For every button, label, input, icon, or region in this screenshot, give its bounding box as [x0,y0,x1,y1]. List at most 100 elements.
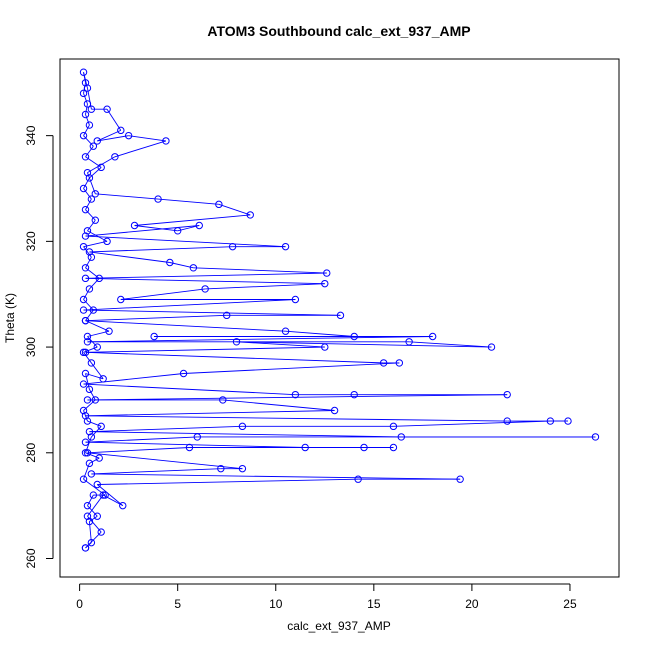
series-segment [96,484,124,506]
data-point [389,422,398,431]
series-segment [85,309,94,321]
data-point [97,528,105,536]
series-segment [85,235,286,248]
data-point [350,390,358,399]
series-segment [87,447,190,454]
x-tick-label: 25 [563,597,577,611]
data-point [81,449,90,457]
data-point [87,195,96,203]
series-segment [83,135,94,147]
data-point [81,205,90,214]
data-point [81,232,90,240]
series-segment [128,135,166,142]
data-point [389,443,398,452]
data-point [87,359,96,367]
series-segment [87,494,104,517]
series-segment [85,346,325,353]
data-point [85,285,94,293]
series-segment [85,320,110,332]
series-segment [95,193,159,200]
data-point [99,375,107,383]
data-point [185,443,194,452]
data-point [503,417,511,425]
series-segment [83,309,341,316]
series-segment [83,299,296,311]
x-tick-label: 20 [465,597,479,611]
series-segment [89,167,102,179]
series-segment [85,103,88,115]
data-point [395,359,404,367]
series-segment [89,457,100,464]
data-point [81,438,90,446]
data-point [103,105,111,113]
series-segment [205,283,325,290]
series-segment [87,156,116,174]
data-point [83,338,92,346]
series-segment [87,219,96,232]
data-point [354,475,362,483]
data-point [215,200,223,209]
series-segment [89,251,170,263]
data-point [219,396,227,404]
data-point [81,348,90,357]
data-point [83,332,92,341]
y-tick-label: 260 [24,548,38,568]
series-segment [85,277,325,285]
data-point [81,153,90,161]
series-segment [169,262,194,269]
x-tick-label: 15 [367,597,381,611]
series-segment [85,410,335,417]
series-segment [89,278,100,290]
y-axis: 260 280 300 320 340 [24,125,54,569]
series-segment [83,399,96,411]
data-point [83,84,92,92]
series-segment [83,93,88,105]
data-point [217,464,225,473]
data-point [85,385,94,394]
y-axis-label: Theta (K) [3,293,17,343]
series-segment [87,172,96,194]
x-axis-label: calc_ext_937_AMP [287,619,390,633]
data-point [79,184,88,193]
series-segment [83,352,92,364]
data-point [111,153,119,161]
series-segment [85,225,200,237]
data-point [189,264,198,272]
series-lines [83,72,596,549]
data-point [79,348,88,357]
series-segment [87,230,108,242]
series-segment [91,468,221,475]
series-segment [83,288,90,300]
data-point [428,332,437,341]
data-point [564,417,572,425]
series-segment [85,373,90,390]
data-point [83,449,92,457]
data-point [95,454,103,462]
y-tick-label: 320 [24,231,38,251]
data-point [91,396,100,404]
data-point [87,105,96,113]
series-segment [114,140,167,158]
data-point [89,306,98,314]
series-segment [85,272,327,279]
data-point [83,100,92,108]
series-segment [158,198,219,205]
data-point [91,190,100,198]
data-point [103,237,111,246]
data-point [456,475,464,483]
data-point [83,168,92,177]
data-point [97,422,105,431]
data-point [350,332,358,341]
data-point [119,501,127,510]
series-segment [87,330,110,337]
data-point [281,327,290,335]
data-point [93,480,101,489]
series-segment [91,473,461,480]
data-point [83,396,92,404]
data-point [173,227,182,235]
series-segment [134,225,178,232]
x-axis: 0 5 10 15 20 25 [76,583,577,611]
data-point [97,163,105,172]
series-segment [85,452,100,459]
data-point [281,242,290,251]
